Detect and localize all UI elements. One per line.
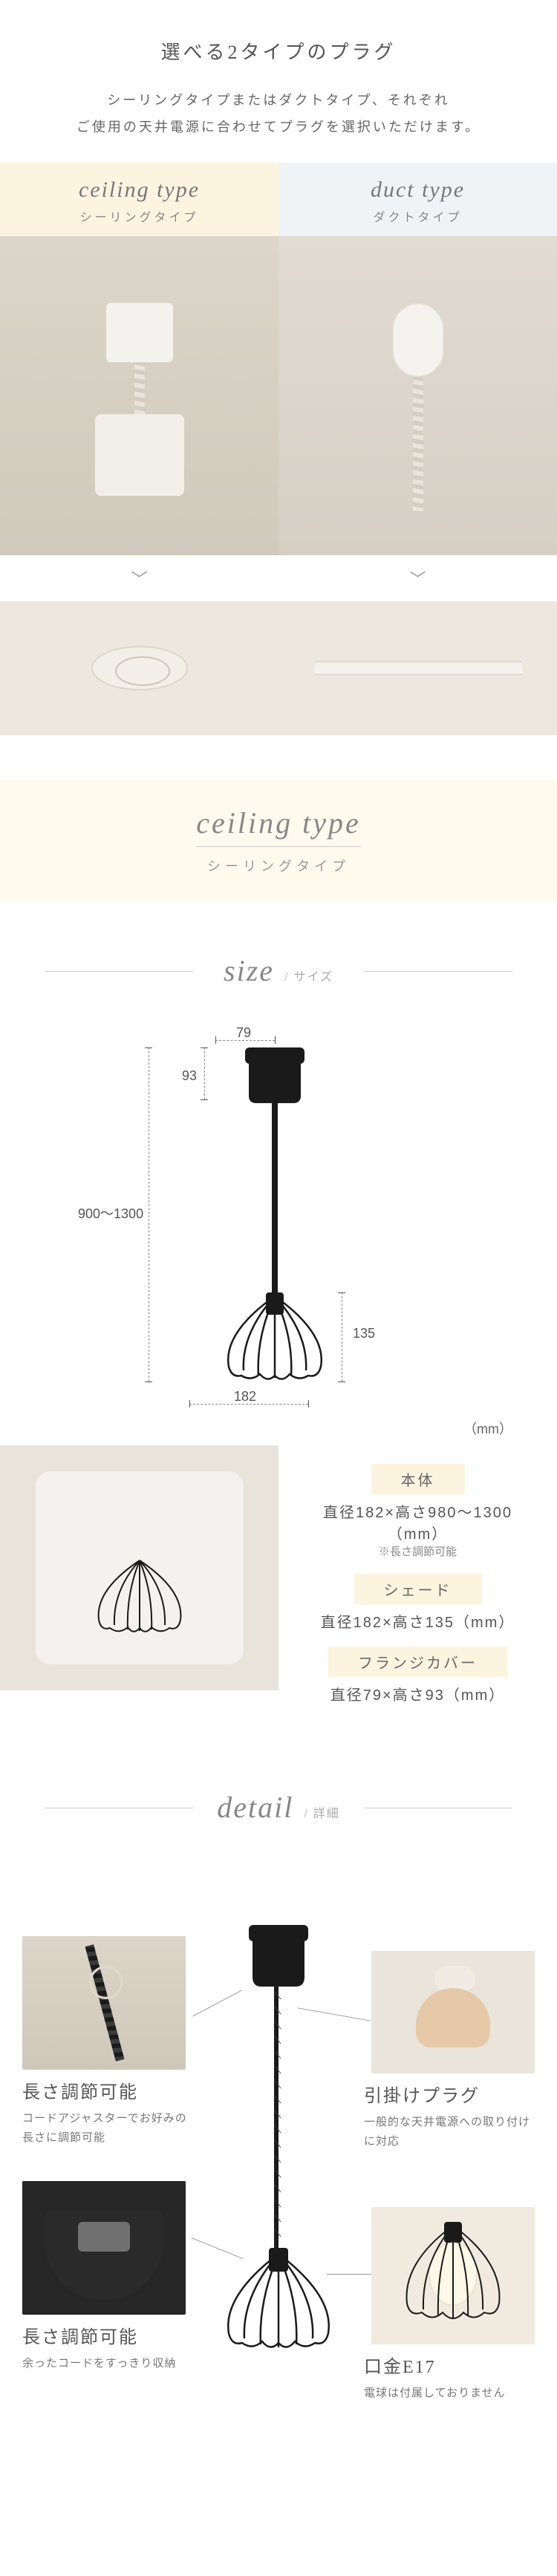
ceiling-banner-en: ceiling type xyxy=(196,805,360,847)
model-holding-lamp-photo xyxy=(0,1445,278,1690)
dim-cap-width: 79 xyxy=(236,1025,251,1041)
detail-storage-desc: 余ったコードをすっきり収納 xyxy=(22,2354,193,2373)
spec-flange: フランジカバー 直径79×高さ93（mm） xyxy=(297,1647,538,1704)
detail-storage-title: 長さ調節可能 xyxy=(22,2322,193,2348)
spec-shade: シェード 直径182×高さ135（mm） xyxy=(297,1574,538,1632)
connector-line xyxy=(327,2274,371,2275)
detail-layout: 長さ調節可能 コードアジャスターでお好みの長さに調節可能 引掛けプラグ 一般的な… xyxy=(0,1854,557,2433)
spec-body-note: ※長さ調節可能 xyxy=(297,1543,538,1559)
spec-flange-label: フランジカバー xyxy=(328,1647,507,1677)
size-unit: （mm） xyxy=(0,1419,557,1438)
detail-socket-block: 口金E17 電球は付属しておりません xyxy=(364,2352,535,2403)
hook-plug-photo xyxy=(371,1951,535,2073)
socket-row xyxy=(0,601,557,735)
cord-storage-photo xyxy=(22,2181,186,2315)
detail-adjuster-desc: コードアジャスターでお好みの長さに調節可能 xyxy=(22,2109,193,2147)
plug-type-header: 選べる2タイプのプラグ シーリングタイプまたはダクトタイプ、それぞれ ご使用の天… xyxy=(0,0,557,163)
duct-type-header: duct type ダクトタイプ xyxy=(278,163,557,236)
spec-flange-value: 直径79×高さ93（mm） xyxy=(297,1683,538,1704)
detail-plug-title: 引掛けプラグ xyxy=(364,2081,535,2107)
dim-cap-height: 93 xyxy=(182,1068,197,1084)
detail-plug-block: 引掛けプラグ 一般的な天井電源への取り付けに対応 xyxy=(364,2081,535,2151)
ceiling-socket-photo xyxy=(0,601,278,735)
ceiling-type-header: ceiling type シーリングタイプ xyxy=(0,163,278,236)
spec-shade-value: 直径182×高さ135（mm） xyxy=(297,1610,538,1632)
ceiling-type-banner: ceiling type シーリングタイプ xyxy=(0,779,557,901)
ceiling-plug-illustration xyxy=(95,303,184,488)
detail-adjuster-title: 長さ調節可能 xyxy=(22,2077,193,2103)
detail-heading: detail / 詳細 xyxy=(0,1790,557,1825)
ceiling-type-jp-label: シーリングタイプ xyxy=(0,207,278,225)
size-heading-en: size xyxy=(224,954,274,987)
duct-plug-illustration xyxy=(374,303,463,488)
detail-socket-desc: 電球は付属しておりません xyxy=(364,2384,535,2403)
dim-shade-width: 182 xyxy=(234,1389,256,1405)
detail-heading-jp: / 詳細 xyxy=(304,1808,339,1820)
spec-info-panel: 本体 直径182×高さ980～1300（mm） ※長さ調節可能 シェード 直径1… xyxy=(278,1445,557,1738)
main-heading: 選べる2タイプのプラグ xyxy=(30,37,527,65)
detail-heading-en: detail xyxy=(217,1791,293,1824)
duct-type-jp-label: ダクトタイプ xyxy=(278,207,557,225)
duct-type-column: duct type ダクトタイプ xyxy=(278,163,557,555)
size-heading: size / サイズ xyxy=(0,953,557,988)
spec-body-label: 本体 xyxy=(371,1464,465,1494)
duct-rail-illustration xyxy=(313,661,522,675)
duct-type-en-label: duct type xyxy=(278,177,557,203)
spec-body: 本体 直径182×高さ980～1300（mm） ※長さ調節可能 xyxy=(297,1464,538,1559)
e17-socket-photo xyxy=(371,2207,535,2344)
spec-row: 本体 直径182×高さ980～1300（mm） ※長さ調節可能 シェード 直径1… xyxy=(0,1445,557,1738)
size-diagram: 79 93 900～1300 135 182 xyxy=(0,1018,557,1419)
duct-plug-photo xyxy=(278,236,557,555)
detail-adjuster-block: 長さ調節可能 コードアジャスターでお好みの長さに調節可能 xyxy=(22,2077,193,2147)
spec-body-value: 直径182×高さ980～1300（mm） xyxy=(297,1500,538,1543)
adjuster-photo xyxy=(22,1936,186,2070)
ceiling-type-en-label: ceiling type xyxy=(0,177,278,203)
spec-shade-label: シェード xyxy=(354,1574,482,1604)
detail-pendant-lamp-illustration xyxy=(215,1921,342,2356)
dim-shade-height: 135 xyxy=(353,1326,375,1341)
arrow-down-icon: ﹀ xyxy=(0,555,278,601)
arrow-down-icon: ﹀ xyxy=(278,555,557,601)
pendant-lamp-illustration xyxy=(215,1040,334,1385)
ceiling-socket-illustration xyxy=(91,646,188,690)
arrow-row: ﹀ ﹀ xyxy=(0,555,557,601)
ceiling-type-column: ceiling type シーリングタイプ xyxy=(0,163,278,555)
duct-rail-photo xyxy=(278,601,557,735)
ceiling-banner-jp: シーリングタイプ xyxy=(0,856,557,875)
plug-type-grid: ceiling type シーリングタイプ duct type ダクトタイプ xyxy=(0,163,557,555)
size-heading-jp: / サイズ xyxy=(284,971,333,984)
detail-storage-block: 長さ調節可能 余ったコードをすっきり収納 xyxy=(22,2322,193,2373)
sub-heading-line2: ご使用の天井電源に合わせてプラグを選択いただけます。 xyxy=(30,114,527,140)
ceiling-plug-photo xyxy=(0,236,278,555)
detail-plug-desc: 一般的な天井電源への取り付けに対応 xyxy=(364,2113,535,2151)
sub-heading-line1: シーリングタイプまたはダクトタイプ、それぞれ xyxy=(30,87,527,114)
dim-total-height: 900～1300 xyxy=(78,1203,143,1223)
detail-socket-title: 口金E17 xyxy=(364,2352,535,2378)
